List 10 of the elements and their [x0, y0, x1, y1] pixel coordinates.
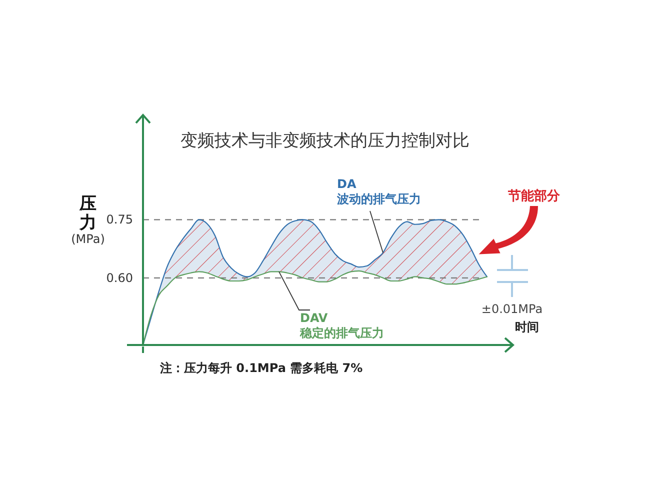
- y-tick-label: 0.75: [106, 212, 133, 227]
- text: 注：压力每升 0.1MPa 需多耗电 7%: [159, 361, 363, 375]
- x-axis-title: 时间: [515, 320, 539, 334]
- text: 节能部分: [507, 188, 561, 204]
- series-label: DA 波动的排气压力: [336, 177, 421, 206]
- text: 变频技术与非变频技术的压力控制对比: [180, 131, 470, 151]
- annotation: ±0.01MPa: [481, 302, 543, 316]
- text: DAV 稳定的排气压力: [299, 311, 384, 340]
- y-axis-title: 压力 (MPa): [71, 194, 105, 246]
- y-tick-label: 0.60: [106, 270, 133, 285]
